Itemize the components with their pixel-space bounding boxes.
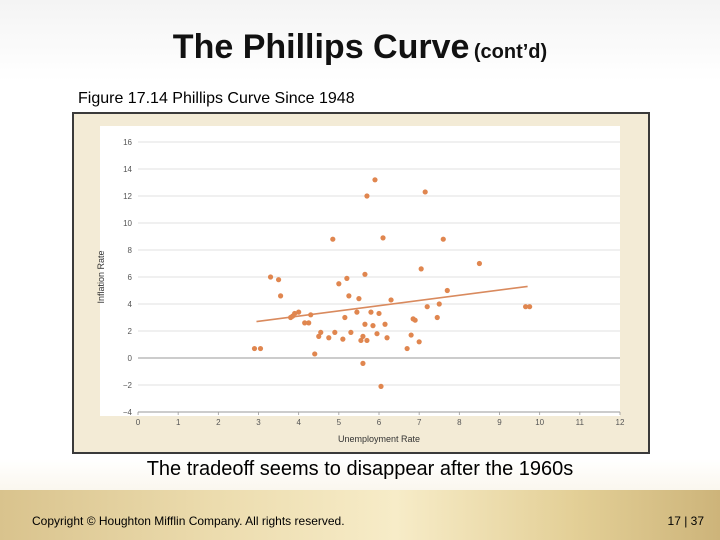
data-point <box>364 193 370 199</box>
y-tick-label: 2 <box>128 327 133 336</box>
data-point <box>380 235 386 241</box>
data-point <box>354 309 360 315</box>
data-point <box>257 345 264 352</box>
x-tick-label: 1 <box>176 418 181 427</box>
slide-title-sub: (cont’d) <box>473 41 548 63</box>
data-point <box>374 331 380 337</box>
data-point <box>418 266 424 272</box>
slide-title-main: The Phillips Curve <box>172 28 470 66</box>
data-point <box>384 335 390 341</box>
y-tick-label: 14 <box>123 165 132 174</box>
data-point <box>370 323 376 329</box>
data-point <box>292 310 298 317</box>
y-tick-label: 8 <box>128 246 133 255</box>
data-point <box>523 304 529 310</box>
y-tick-label: 4 <box>128 300 133 309</box>
data-point <box>388 297 394 303</box>
data-point <box>368 309 374 315</box>
y-tick-label: 16 <box>123 138 132 147</box>
footer-band <box>0 490 720 540</box>
data-point <box>277 293 284 299</box>
figure-frame: −4 −2 0 2 4 6 8 10 12 14 16 0 1 2 3 4 5 6 7 8 9 10 11 12 Inflat… <box>72 112 650 454</box>
x-tick-label: 12 <box>616 418 625 427</box>
y-axis-label: Inflation Rate <box>96 250 106 303</box>
data-point <box>332 329 338 335</box>
plot-area <box>100 126 620 416</box>
x-tick-label: 10 <box>535 418 544 427</box>
data-point <box>362 321 368 327</box>
x-tick-label: 5 <box>337 418 342 427</box>
y-tick-label: −2 <box>123 381 133 390</box>
x-tick-label: 4 <box>296 418 301 427</box>
x-axis-label: Unemployment Rate <box>338 434 420 444</box>
data-point <box>340 336 346 342</box>
data-point <box>302 320 308 326</box>
y-tick-label: −4 <box>123 408 133 417</box>
x-tick-label: 9 <box>497 418 502 427</box>
data-point <box>344 275 350 281</box>
data-point <box>348 329 354 335</box>
data-point <box>275 277 282 283</box>
data-point <box>376 310 382 317</box>
grid-lines <box>137 141 621 415</box>
page-number: 17 | 37 <box>667 514 704 528</box>
data-point <box>330 236 336 242</box>
data-point <box>312 351 318 357</box>
data-point <box>296 309 302 315</box>
figure-caption: Figure 17.14 Phillips Curve Since 1948 <box>78 90 355 107</box>
data-point <box>527 304 533 310</box>
data-point <box>308 312 314 318</box>
data-point <box>382 321 388 327</box>
trend-line-group <box>256 285 528 323</box>
data-point <box>360 333 366 339</box>
data-point <box>267 274 274 280</box>
data-point <box>364 337 370 344</box>
data-point <box>342 314 348 321</box>
data-point <box>318 329 324 335</box>
slide-title: The Phillips Curve (cont’d) <box>0 28 720 67</box>
data-point <box>476 260 483 267</box>
data-point <box>434 314 440 321</box>
trend-line <box>256 285 528 323</box>
data-point <box>408 332 414 338</box>
y-tick-label: 0 <box>128 354 133 363</box>
y-tick-label: 10 <box>123 219 132 228</box>
x-tick-label: 0 <box>136 418 141 427</box>
data-point <box>326 335 332 341</box>
x-tick-label: 3 <box>256 418 261 427</box>
data-point <box>444 287 450 294</box>
data-point <box>306 320 312 326</box>
x-tick-label: 11 <box>576 418 585 427</box>
x-tick-label: 7 <box>417 418 422 427</box>
data-point <box>404 345 410 352</box>
data-point <box>358 337 364 344</box>
data-point <box>378 383 384 389</box>
x-tick-label: 6 <box>377 418 382 427</box>
data-points <box>251 177 533 389</box>
data-point <box>416 339 422 345</box>
data-point <box>424 304 430 310</box>
data-point <box>412 317 418 323</box>
data-point <box>436 301 442 307</box>
y-tick-label: 6 <box>128 273 133 282</box>
data-point <box>440 236 446 242</box>
slide-note: The tradeoff seems to disappear after th… <box>146 458 574 480</box>
x-tick-label: 2 <box>216 418 221 427</box>
data-point <box>372 177 378 183</box>
y-tick-label: 12 <box>123 192 132 201</box>
data-point <box>346 293 352 299</box>
data-point <box>251 345 258 352</box>
x-tick-label: 8 <box>457 418 462 427</box>
copyright-text: Copyright © Houghton Mifflin Company. Al… <box>32 514 345 528</box>
data-point <box>360 360 366 366</box>
data-point <box>362 271 368 277</box>
data-point <box>336 281 342 287</box>
data-point <box>422 189 428 195</box>
data-point <box>316 333 322 339</box>
data-point <box>356 296 362 302</box>
